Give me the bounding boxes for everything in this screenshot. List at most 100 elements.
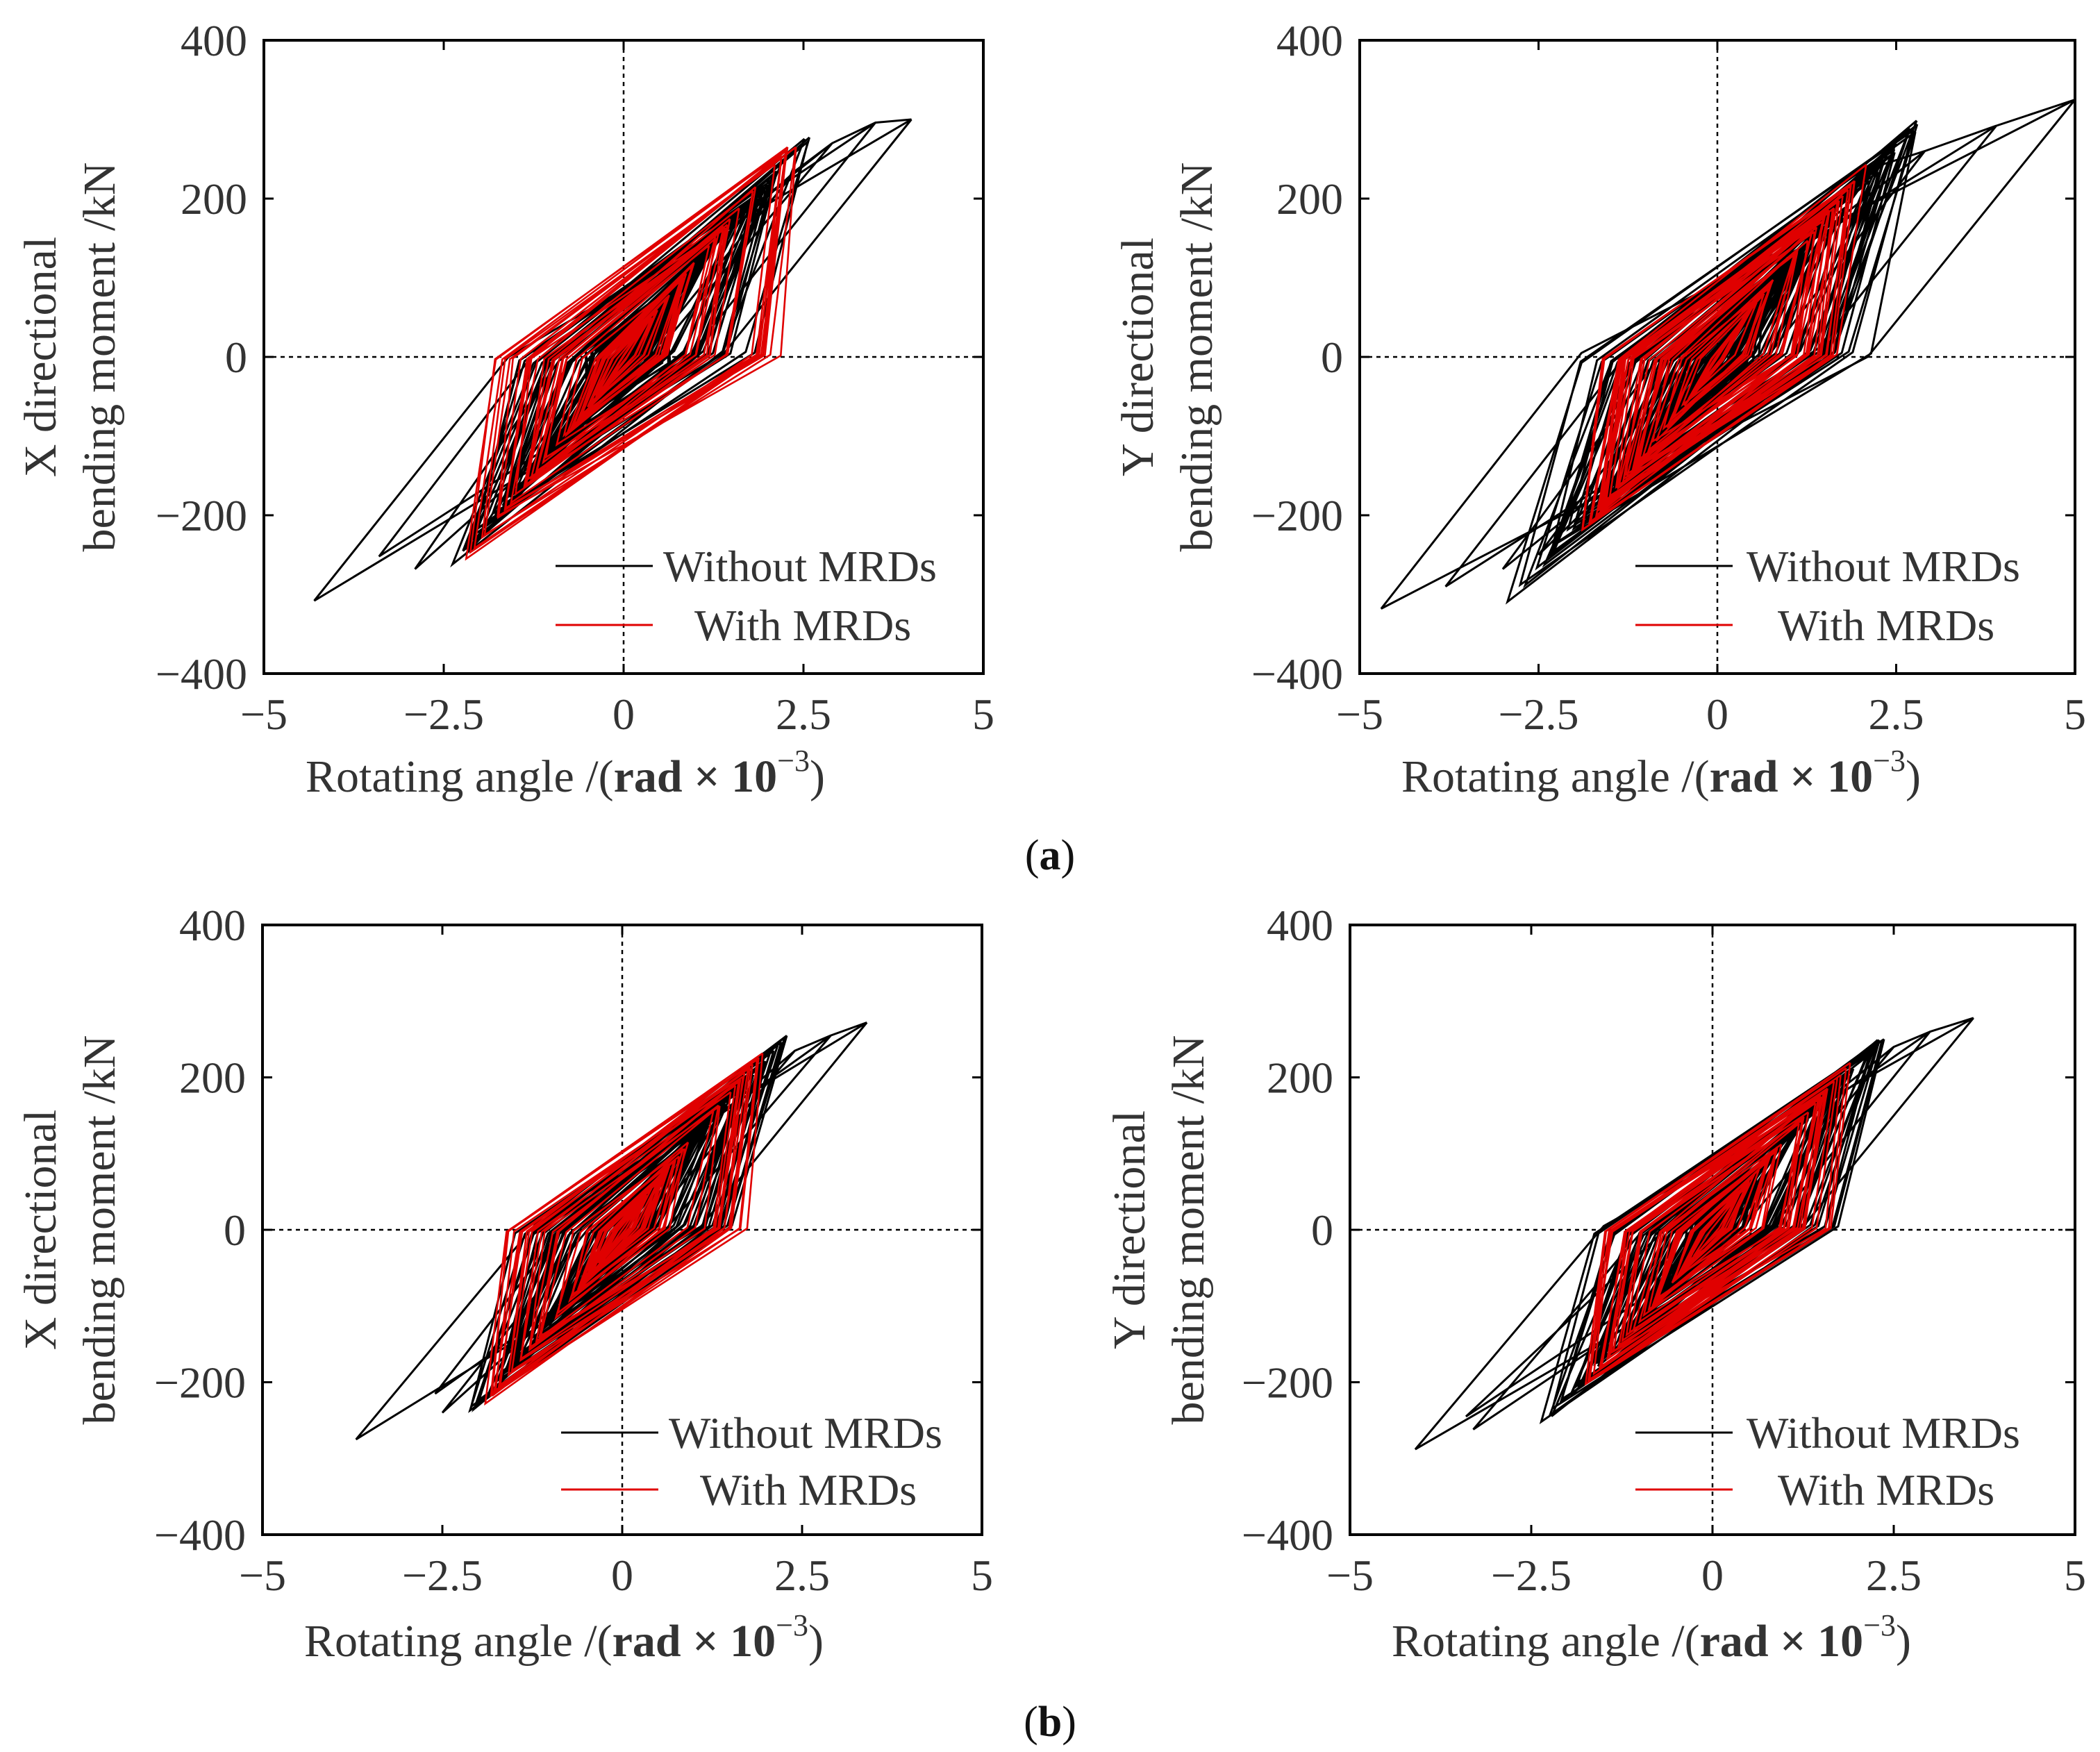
x-tick-label: 0 [1701,1551,1724,1600]
caption-a: (a) [1025,832,1075,879]
x-tick-label: 0 [611,1551,633,1600]
x-axis-title-exp: −3 [1873,744,1906,778]
x-tick-label: 5 [971,1551,993,1600]
y-tick-label: −400 [1251,649,1343,699]
x-tick-label: 0 [1706,690,1728,739]
legend-label-without: Without MRDs [1747,542,2020,591]
series-with-mrds-loops [465,146,797,561]
legend-label-with: With MRDs [694,601,911,650]
x-tick-label: −2.5 [1498,690,1578,739]
series-with-mrds-loops [484,1052,764,1406]
ticks: −5 −2.5 0 2.5 5 400 200 0 −200 −400 [1242,901,2086,1600]
legend-label-without: Without MRDs [669,1408,942,1458]
x-axis-title-unit: rad × 10 [1700,1616,1864,1667]
x-axis-title-close: ) [810,751,825,802]
panel-a-x: −5 −2.5 0 2.5 5 400 200 0 −200 −400 Without MRDs … [15,16,994,802]
x-tick-label: 2.5 [1866,1551,1922,1600]
legend: Without MRDs With MRDs [556,542,937,650]
plot-lines [1350,925,2075,1535]
x-tick-label: 0 [612,690,635,739]
legend-label-without: Without MRDs [663,542,937,591]
y-axis-title-line1: Y directional [1112,237,1163,476]
y-tick-label: 400 [181,16,247,65]
series-with-mrds-loops [1584,1062,1851,1386]
x-tick-label: −2.5 [1491,1551,1572,1600]
x-axis-title-unit: rad × 10 [612,1616,776,1667]
y-axis-title: X directional bending moment /kN [15,162,125,552]
y-tick-label: 400 [179,901,246,950]
y-axis-title: Y directional bending moment /kN [1104,1035,1214,1425]
x-tick-label: −2.5 [403,690,484,739]
y-tick-label: 0 [224,1205,246,1255]
x-tick-label: −2.5 [402,1551,483,1600]
x-tick-label: 2.5 [776,690,831,739]
legend-label-with: With MRDs [1778,1465,1994,1515]
y-axis-title-line1: Y directional [1104,1110,1155,1349]
y-tick-label: 0 [1321,333,1343,382]
x-tick-label: −5 [239,1551,286,1600]
legend: Without MRDs With MRDs [1635,542,2020,650]
y-tick-label: 400 [1276,16,1343,65]
x-axis-title-unit: rad × 10 [1710,751,1874,802]
panel-a-y: −5 −2.5 0 2.5 5 400 200 0 −200 −400 Without MRDs … [1112,16,2086,802]
y-axis-title-line2: bending moment /kN [74,1035,125,1425]
x-axis-title-exp: −3 [777,744,810,778]
y-axis-title: Y directional bending moment /kN [1112,162,1222,552]
y-axis-title-line2: bending moment /kN [74,162,125,552]
plot-lines [264,40,983,674]
x-axis-title-close: ) [808,1616,824,1667]
legend: Without MRDs With MRDs [561,1408,942,1515]
x-axis-title-unit: rad × 10 [614,751,778,802]
y-axis-title-line1: X directional [15,237,66,477]
legend-label-with: With MRDs [1778,601,1994,650]
svg-text:Rotating angle /(rad × 10−3): Rotating angle /(rad × 10−3) [304,1608,824,1667]
y-axis-title-line1: X directional [15,1110,66,1350]
y-tick-label: −200 [154,1358,246,1408]
y-tick-label: 200 [179,1053,246,1103]
x-axis-title: Rotating angle /(rad × 10−3) [1392,1608,1911,1667]
legend-label-without: Without MRDs [1747,1408,2020,1458]
y-tick-label: 400 [1267,901,1333,950]
legend-label-with: With MRDs [700,1465,917,1515]
legend: Without MRDs With MRDs [1635,1408,2020,1515]
y-axis-title: X directional bending moment /kN [15,1035,125,1425]
x-axis-title-exp: −3 [776,1608,808,1642]
x-axis-title-exp: −3 [1863,1608,1896,1642]
x-tick-label: −5 [1336,690,1383,739]
svg-text:Rotating angle /(rad × 10−3): Rotating angle /(rad × 10−3) [306,744,825,802]
plot-lines [1360,40,2076,674]
y-tick-label: −400 [154,1510,246,1560]
x-tick-label: −5 [240,690,288,739]
y-tick-label: −200 [1251,491,1343,540]
x-tick-label: 5 [2064,690,2086,739]
x-axis-title-main: Rotating angle /( [1401,751,1710,802]
x-axis-title: Rotating angle /(rad × 10−3) [304,1608,824,1667]
y-tick-label: 0 [225,333,247,382]
y-axis-title-line2: bending moment /kN [1163,1035,1214,1425]
x-axis-title-close: ) [1896,1616,1911,1667]
y-tick-label: 200 [181,174,247,224]
series-without-mrds-envelope [1414,1017,1974,1451]
x-axis-title-main: Rotating angle /( [1392,1616,1700,1667]
y-tick-label: −400 [1242,1510,1333,1560]
y-tick-label: 200 [1267,1053,1333,1103]
x-tick-label: 2.5 [774,1551,830,1600]
panel-b-x: −5 −2.5 0 2.5 5 400 200 0 −200 −400 Without MRDs … [15,901,993,1667]
ticks: −5 −2.5 0 2.5 5 400 200 0 −200 −400 [1251,16,2086,739]
series-with-mrds-loops [1581,164,1867,532]
x-axis-title-main: Rotating angle /( [306,751,614,802]
svg-text:Rotating angle /(rad × 10−3): Rotating angle /(rad × 10−3) [1392,1608,1911,1667]
y-tick-label: 0 [1311,1205,1333,1255]
y-tick-label: −200 [156,491,247,540]
x-tick-label: −5 [1326,1551,1374,1600]
plot-lines [262,925,982,1535]
y-axis-title-line2: bending moment /kN [1172,162,1222,552]
panel-b-y: −5 −2.5 0 2.5 5 400 200 0 −200 −400 Without MRDs … [1104,901,2086,1667]
caption-b: (b) [1024,1699,1076,1746]
y-tick-label: 200 [1276,174,1343,224]
caption-a-letter: a [1040,832,1061,879]
x-axis-title: Rotating angle /(rad × 10−3) [1401,744,1921,802]
ticks: −5 −2.5 0 2.5 5 400 200 0 −200 −400 [156,16,994,739]
x-axis-title-main: Rotating angle /( [304,1616,612,1667]
